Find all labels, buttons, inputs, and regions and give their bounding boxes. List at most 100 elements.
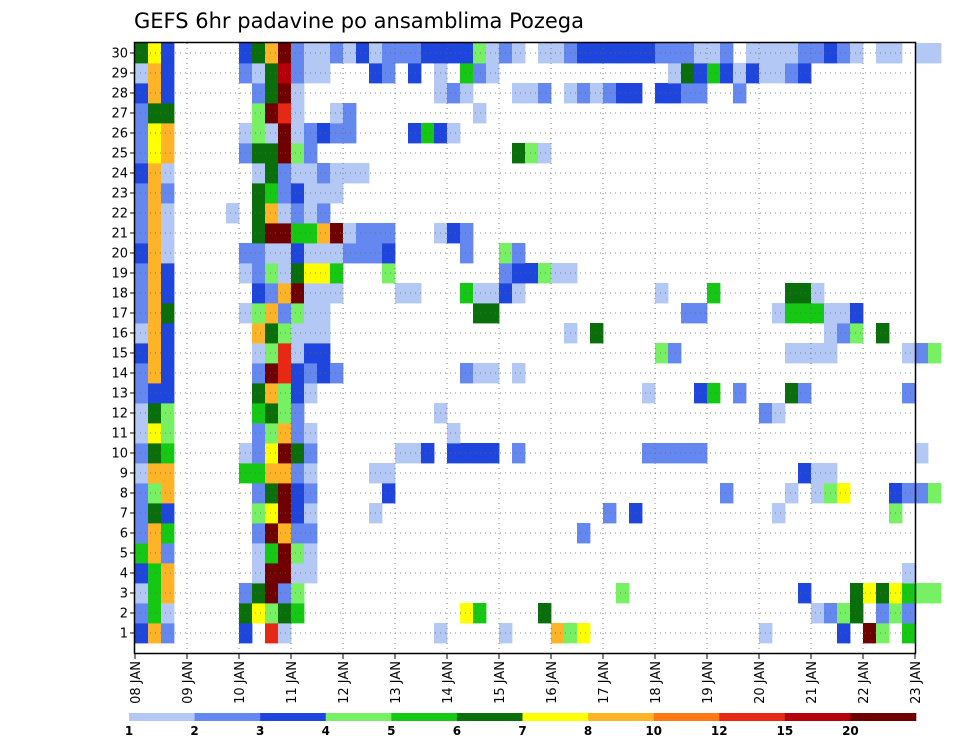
heatmap-cell (733, 63, 747, 84)
heatmap-cell (265, 43, 279, 64)
heatmap-cell (161, 223, 175, 244)
heatmap-cell (525, 143, 539, 164)
heatmap-cell (785, 63, 799, 84)
heatmap-cell (408, 63, 422, 84)
heatmap-cell (447, 83, 461, 104)
colorbar-label: 10 (645, 724, 662, 738)
heatmap-cell (330, 123, 344, 144)
heatmap-cell (317, 203, 331, 224)
heatmap-cell (577, 623, 591, 644)
heatmap-cell (577, 43, 591, 64)
heatmap-cell (447, 443, 461, 464)
heatmap-cell (642, 383, 656, 404)
heatmap-cell (291, 183, 305, 204)
heatmap-cell (538, 603, 552, 624)
heatmap-cell (265, 303, 279, 324)
heatmap-cell (252, 183, 266, 204)
heatmap-cell (798, 303, 812, 324)
heatmap-cell (148, 323, 162, 344)
heatmap-cell (382, 483, 396, 504)
heatmap-cell (291, 403, 305, 424)
colorbar-swatch (588, 713, 654, 721)
heatmap-cell (668, 443, 682, 464)
heatmap-cell (252, 43, 266, 64)
heatmap-cell (733, 383, 747, 404)
heatmap-cell (252, 103, 266, 124)
heatmap-cell (265, 323, 279, 344)
heatmap-cell (902, 603, 916, 624)
colorbar-label: 3 (256, 724, 264, 738)
heatmap-cell (733, 83, 747, 104)
heatmap-cell (330, 163, 344, 184)
heatmap-cell (356, 163, 370, 184)
y-tick-label: 9 (120, 467, 128, 482)
heatmap-cell (707, 283, 721, 304)
heatmap-cell (291, 123, 305, 144)
y-tick-label: 3 (120, 587, 128, 602)
heatmap-cell (317, 243, 331, 264)
heatmap-cell (590, 43, 604, 64)
heatmap-cell (148, 463, 162, 484)
heatmap-cell (278, 123, 292, 144)
heatmap-cell (460, 243, 474, 264)
heatmap-cell (772, 63, 786, 84)
heatmap-cell (252, 603, 266, 624)
heatmap-cell (291, 563, 305, 584)
heatmap-cell (291, 343, 305, 364)
heatmap-cell (785, 303, 799, 324)
heatmap-cell (772, 503, 786, 524)
heatmap-cell (915, 43, 929, 64)
heatmap-cell (473, 43, 487, 64)
plot-frame (133, 41, 917, 655)
y-tick-label: 26 (111, 127, 128, 142)
y-tick-label: 5 (120, 547, 128, 562)
heatmap-cell (135, 463, 149, 484)
heatmap-cell (291, 363, 305, 384)
y-tick-label: 19 (111, 267, 128, 282)
heatmap-cell (265, 583, 279, 604)
heatmap-cell (161, 43, 175, 64)
heatmap-cell (772, 303, 786, 324)
heatmap-cell (408, 283, 422, 304)
heatmap-cell (330, 283, 344, 304)
heatmap-cell (148, 83, 162, 104)
heatmap-cell (772, 43, 786, 64)
heatmap-cell (161, 63, 175, 84)
heatmap-cell (148, 623, 162, 644)
heatmap-cell (343, 223, 357, 244)
heatmap-cell (603, 83, 617, 104)
heatmap-cell (148, 543, 162, 564)
heatmap-cell (876, 323, 890, 344)
heatmap-cell (148, 103, 162, 124)
heatmap-cell (161, 543, 175, 564)
heatmap-cell (278, 583, 292, 604)
heatmap-cell (252, 523, 266, 544)
heatmap-cell (135, 43, 149, 64)
heatmap-cell (252, 503, 266, 524)
heatmap-cell (148, 143, 162, 164)
heatmap-cell (291, 43, 305, 64)
heatmap-cell (135, 283, 149, 304)
heatmap-cell (135, 243, 149, 264)
heatmap-cell (837, 603, 851, 624)
heatmap-cell (460, 283, 474, 304)
heatmap-cell (668, 343, 682, 364)
heatmap-cell (486, 63, 500, 84)
dotted-grid (135, 43, 915, 653)
heatmap-cell (148, 523, 162, 544)
heatmap-cell (343, 43, 357, 64)
heatmap-cell (161, 503, 175, 524)
heatmap-cell (252, 563, 266, 584)
heatmap-cell (148, 63, 162, 84)
heatmap-cell (161, 83, 175, 104)
heatmap-cell (850, 583, 864, 604)
heatmap-cell (148, 583, 162, 604)
heatmap-cell (382, 223, 396, 244)
heatmap-cell (265, 163, 279, 184)
heatmap-cell (330, 183, 344, 204)
heatmap-cell (785, 483, 799, 504)
heatmap-cell (785, 383, 799, 404)
heatmap-cell (668, 43, 682, 64)
colorbar-swatch (784, 713, 851, 721)
heatmap-cell (551, 623, 565, 644)
